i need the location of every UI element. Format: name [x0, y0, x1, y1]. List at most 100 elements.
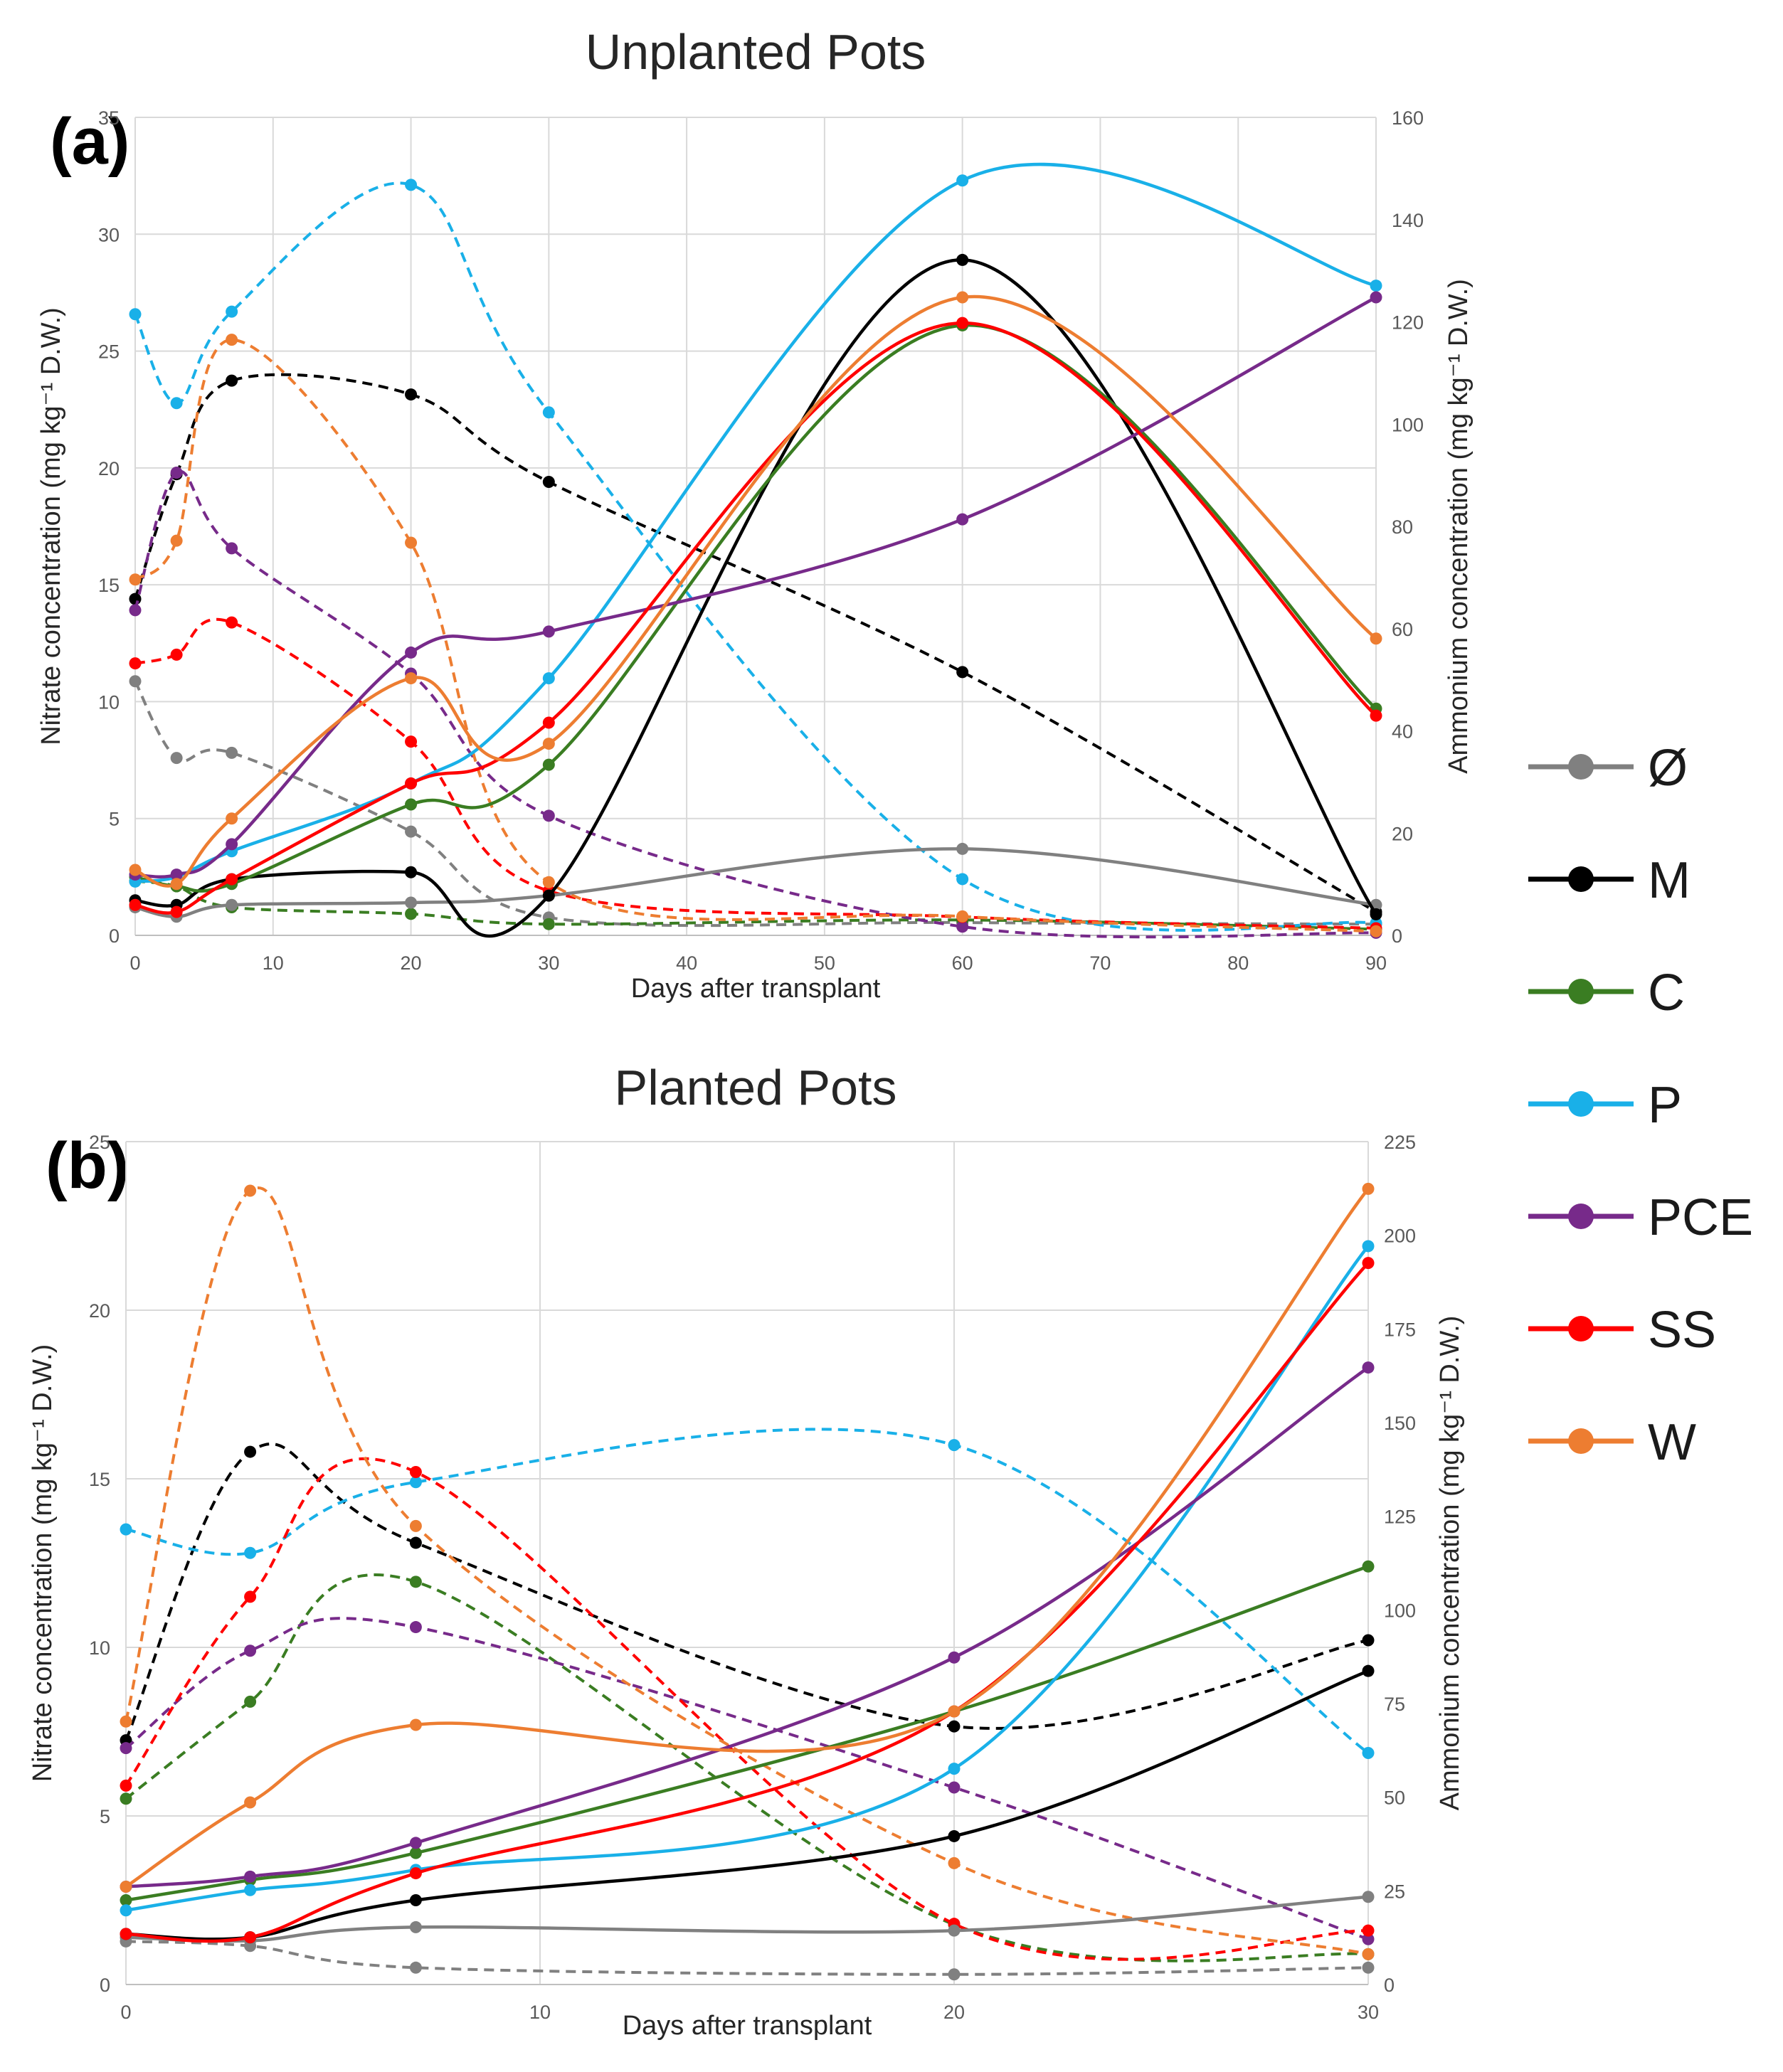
y-right-tick-label: 100	[1384, 1600, 1416, 1621]
ammonium-point-p	[226, 305, 238, 318]
panel-label: (a)	[50, 105, 129, 178]
ammonium-point-m	[405, 388, 418, 401]
ammonium-point-control	[1362, 1961, 1375, 1974]
nitrate-point-w	[1370, 632, 1382, 645]
ammonium-point-pce	[948, 1781, 961, 1794]
y-right-tick-label: 125	[1384, 1507, 1416, 1528]
y-left-tick-label: 25	[89, 1132, 110, 1153]
ammonium-line-p	[125, 1428, 1370, 1755]
series-ss	[120, 1457, 1375, 1961]
nitrate-line-m	[134, 258, 1377, 938]
nitrate-point-p	[1362, 1240, 1375, 1253]
legend-label: W	[1648, 1414, 1696, 1471]
nitrate-point-pce	[948, 1651, 961, 1664]
ammonium-line-m	[125, 1443, 1369, 1741]
ammonium-point-pce	[409, 1621, 422, 1634]
series-p	[120, 1428, 1375, 1760]
x-tick-label: 0	[129, 952, 140, 974]
y-left-tick-label: 30	[98, 224, 120, 245]
legend-item-ss: SS	[1528, 1302, 1716, 1359]
series-ss	[129, 616, 1382, 935]
nitrate-point-ss	[1362, 1257, 1375, 1270]
nitrate-point-w	[409, 1718, 422, 1731]
ammonium-point-ss	[226, 616, 238, 629]
series-m-nitrate	[120, 1664, 1375, 1944]
ammonium-line-control	[125, 1940, 1369, 1976]
ammonium-point-w	[226, 334, 238, 346]
nitrate-point-pce	[1370, 291, 1382, 304]
y-right-tick-label: 140	[1392, 210, 1424, 231]
y-left-tick-label: 0	[109, 925, 120, 947]
nitrate-point-pce	[542, 625, 555, 638]
y-right-tick-label: 0	[1392, 925, 1402, 947]
nitrate-point-w	[170, 878, 183, 891]
ammonium-point-m	[244, 1445, 257, 1458]
legend-swatch-marker	[1568, 1204, 1594, 1229]
legend-swatch-marker	[1568, 1316, 1594, 1342]
y-right-tick-label: 50	[1384, 1787, 1405, 1809]
y-right-tick-label: 225	[1384, 1132, 1416, 1153]
nitrate-line-c	[125, 1565, 1369, 1902]
ammonium-point-w	[120, 1715, 132, 1728]
series-pce	[120, 1617, 1375, 1945]
series-p-nitrate	[129, 162, 1382, 888]
y-right-tick-label: 0	[1384, 1975, 1395, 1996]
nitrate-point-ss	[226, 873, 238, 886]
gridlines	[134, 117, 1377, 936]
ammonium-point-p	[170, 397, 183, 410]
x-tick-label: 20	[401, 952, 422, 974]
series-control	[120, 1935, 1375, 1981]
legend-label: SS	[1648, 1302, 1716, 1359]
y-right-axis-label: Ammonium concentration (mg kg⁻¹ D.W.)	[1444, 279, 1474, 774]
legend-item-c: C	[1528, 965, 1685, 1021]
nitrate-point-w	[244, 1796, 257, 1809]
legend-item-w: W	[1528, 1414, 1696, 1471]
ammonium-point-p	[409, 1476, 422, 1489]
gridlines	[125, 1141, 1369, 1985]
nitrate-point-w	[226, 812, 238, 825]
ammonium-point-pce	[129, 604, 142, 617]
nitrate-point-ss	[409, 1867, 422, 1880]
nitrate-point-c	[409, 1847, 422, 1859]
nitrate-line-pce	[134, 296, 1377, 878]
ammonium-point-c	[542, 918, 555, 930]
ammonium-point-w	[409, 1519, 422, 1532]
nitrate-point-m	[948, 1829, 961, 1842]
series-ss-nitrate	[129, 317, 1382, 918]
ammonium-point-w	[1362, 1948, 1375, 1960]
ammonium-point-m	[948, 1720, 961, 1733]
ammonium-line-w	[134, 338, 1377, 933]
ammonium-point-p	[129, 308, 142, 321]
series-p-nitrate	[120, 1240, 1375, 1917]
nitrate-line-p	[125, 1245, 1370, 1912]
y-right-tick-label: 175	[1384, 1319, 1416, 1340]
ammonium-point-c	[405, 908, 418, 920]
ammonium-point-control	[409, 1961, 422, 1974]
y-left-tick-label: 15	[98, 575, 120, 596]
ammonium-line-ss	[125, 1457, 1369, 1961]
ammonium-point-pce	[244, 1645, 257, 1657]
x-tick-label: 60	[952, 952, 973, 974]
ammonium-point-c	[244, 1695, 257, 1708]
nitrate-point-pce	[405, 646, 418, 659]
ammonium-point-control	[405, 825, 418, 838]
y-right-tick-label: 200	[1384, 1226, 1416, 1247]
legend-item-p: P	[1528, 1077, 1682, 1134]
legend-swatch-marker	[1568, 1091, 1594, 1117]
ammonium-point-c	[409, 1576, 422, 1588]
ammonium-point-p	[948, 1439, 961, 1452]
ammonium-point-pce	[120, 1742, 132, 1755]
x-tick-label: 20	[943, 2002, 965, 2023]
nitrate-point-pce	[1362, 1361, 1375, 1374]
y-right-tick-label: 160	[1392, 107, 1424, 129]
ammonium-point-w	[405, 536, 418, 549]
nitrate-point-control	[409, 1920, 422, 1933]
ammonium-point-m	[1362, 1634, 1375, 1647]
ammonium-point-control	[170, 752, 183, 765]
nitrate-point-pce	[956, 513, 969, 526]
legend-label: C	[1648, 965, 1685, 1021]
y-left-tick-label: 5	[100, 1806, 110, 1827]
ammonium-point-w	[1370, 925, 1382, 937]
ammonium-point-c	[120, 1792, 132, 1805]
